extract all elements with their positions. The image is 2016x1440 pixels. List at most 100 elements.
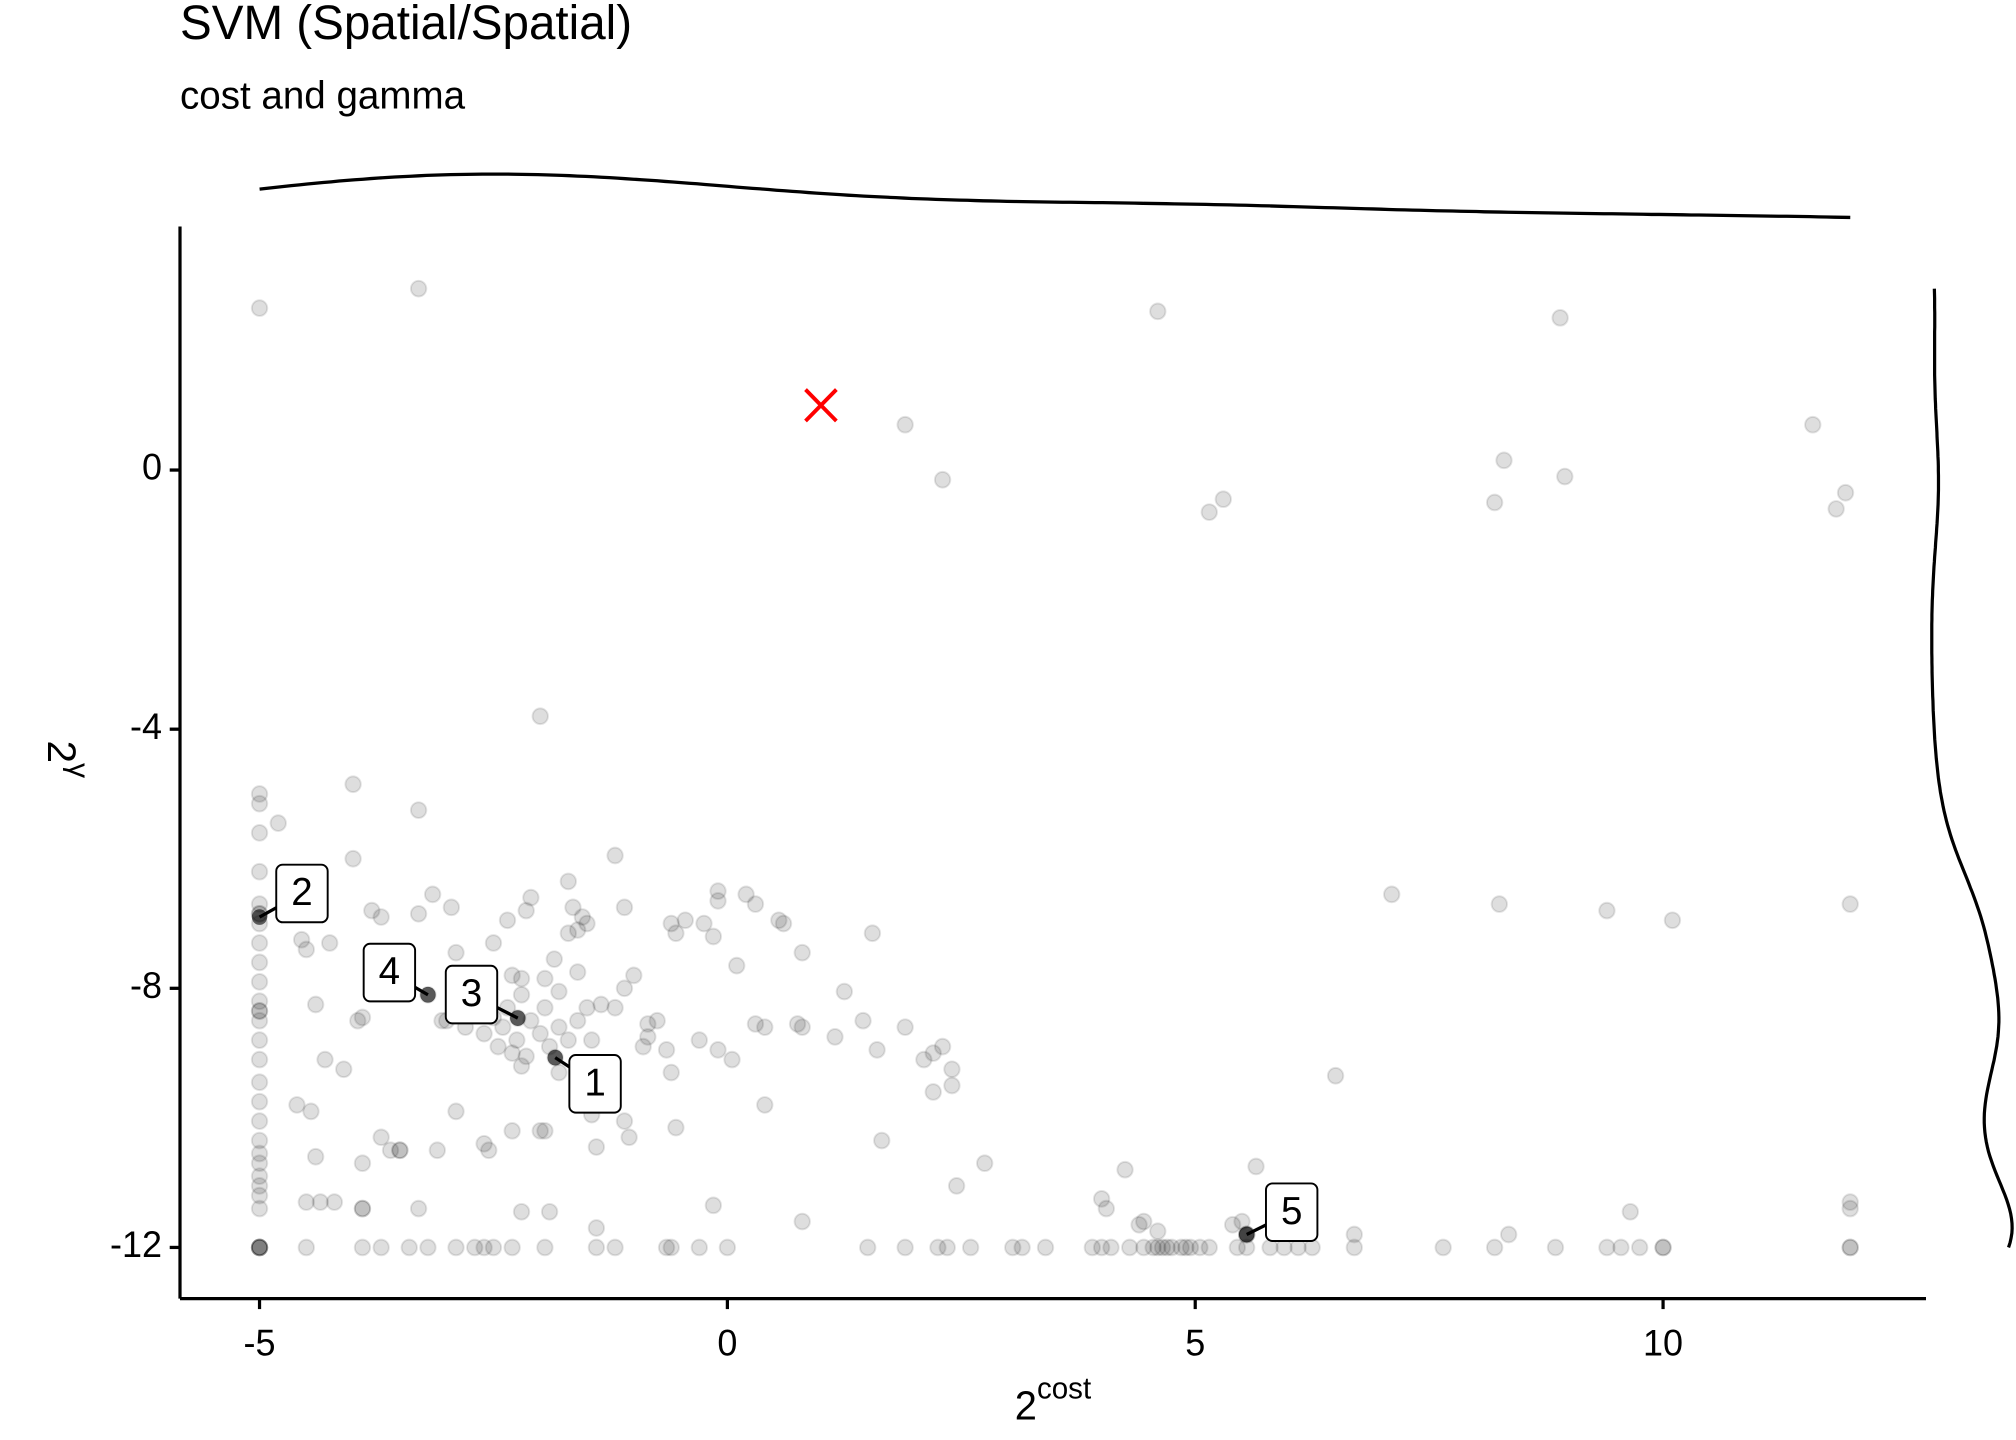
point xyxy=(484,934,503,952)
point xyxy=(1200,503,1218,521)
point xyxy=(924,1083,942,1101)
point xyxy=(667,1118,685,1137)
point xyxy=(896,1018,914,1037)
point xyxy=(634,1037,652,1056)
point xyxy=(250,1092,269,1111)
point xyxy=(1177,1238,1195,1257)
point xyxy=(1247,1157,1265,1176)
annotation-box xyxy=(568,1054,622,1114)
y-tick-label: 0 xyxy=(142,446,162,487)
point xyxy=(1158,1238,1176,1257)
y-tick-label: -4 xyxy=(130,706,162,747)
point xyxy=(503,1121,521,1140)
point xyxy=(1654,1238,1672,1257)
point xyxy=(353,1154,372,1173)
point xyxy=(475,1024,493,1043)
point xyxy=(578,914,596,933)
point xyxy=(695,914,713,933)
point xyxy=(344,775,362,794)
y-label-sup: γ xyxy=(62,763,95,778)
point xyxy=(793,1018,811,1037)
point xyxy=(559,924,577,943)
point xyxy=(250,1186,269,1205)
point xyxy=(536,1238,554,1257)
point xyxy=(615,1112,634,1130)
y-label-base: 2 xyxy=(40,740,85,763)
point xyxy=(873,1131,891,1150)
point xyxy=(1841,1238,1859,1257)
point xyxy=(250,1050,269,1069)
point xyxy=(667,924,685,943)
point xyxy=(859,1238,877,1257)
annotation-label: 1 xyxy=(584,1061,605,1104)
point xyxy=(1841,1199,1859,1218)
point xyxy=(250,1112,269,1130)
point xyxy=(1345,1238,1363,1257)
point xyxy=(517,1047,535,1066)
point xyxy=(1116,1160,1134,1179)
point xyxy=(1149,302,1167,321)
point xyxy=(1612,1238,1630,1257)
point xyxy=(756,1096,774,1114)
point xyxy=(728,956,746,975)
point xyxy=(606,998,624,1017)
point xyxy=(559,1031,577,1049)
point xyxy=(1013,1238,1031,1257)
point xyxy=(372,908,390,926)
point xyxy=(1097,1199,1116,1218)
point xyxy=(250,1177,269,1195)
point xyxy=(484,1238,503,1257)
point xyxy=(517,901,535,920)
annotation-label: 2 xyxy=(291,871,312,914)
point xyxy=(573,908,592,926)
point xyxy=(793,943,811,962)
point xyxy=(947,1177,966,1195)
point xyxy=(1654,1238,1672,1257)
point xyxy=(1383,885,1401,904)
point xyxy=(826,1028,844,1046)
point xyxy=(690,1031,708,1049)
point xyxy=(531,1024,549,1043)
point xyxy=(1135,1238,1153,1257)
point xyxy=(409,1199,428,1218)
point xyxy=(568,921,587,939)
point xyxy=(938,1238,956,1257)
point xyxy=(1556,467,1574,486)
point xyxy=(639,1028,657,1046)
point xyxy=(1135,1212,1153,1231)
annotation-box xyxy=(1265,1182,1319,1243)
point xyxy=(447,1238,465,1257)
point xyxy=(1598,901,1616,920)
point xyxy=(297,940,315,959)
point xyxy=(1495,451,1513,470)
point xyxy=(639,1015,657,1033)
x-label-base: 2 xyxy=(1015,1383,1037,1428)
point xyxy=(929,1238,947,1257)
point xyxy=(423,885,442,904)
point xyxy=(943,1076,961,1095)
point xyxy=(854,1011,872,1030)
point xyxy=(1144,1238,1162,1257)
point xyxy=(419,1238,437,1257)
point xyxy=(756,1018,774,1037)
point xyxy=(704,1196,723,1215)
point xyxy=(690,1238,708,1257)
annotated-point xyxy=(510,1010,526,1026)
point xyxy=(321,934,339,952)
point xyxy=(250,1167,269,1186)
point xyxy=(1130,1215,1148,1234)
point xyxy=(662,1238,680,1257)
point xyxy=(564,898,582,917)
point xyxy=(1149,1238,1167,1257)
point xyxy=(250,1002,269,1020)
point xyxy=(578,998,596,1017)
point xyxy=(494,1018,512,1037)
point xyxy=(1827,500,1845,518)
point xyxy=(250,972,269,991)
point xyxy=(250,1144,269,1163)
point xyxy=(606,1238,624,1257)
point xyxy=(1551,308,1569,327)
point xyxy=(606,846,624,865)
point xyxy=(1500,1225,1518,1244)
